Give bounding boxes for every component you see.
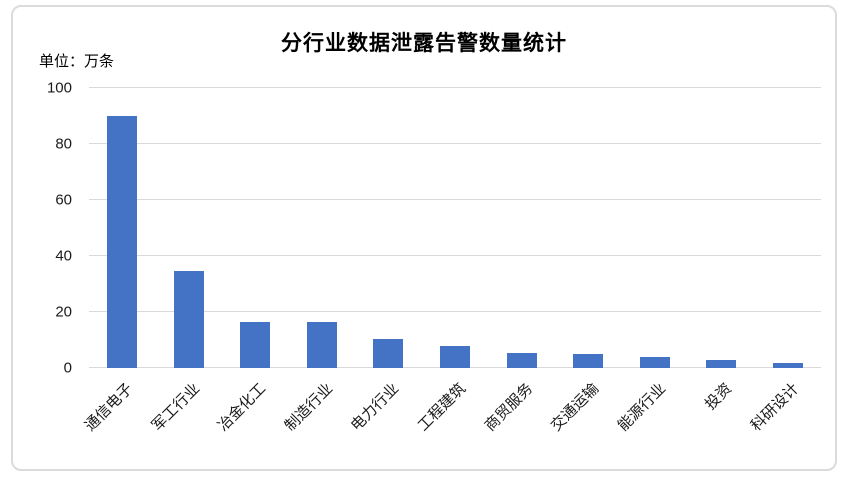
bar-slot <box>688 88 755 368</box>
x-label-电力行业: 电力行业 <box>348 380 403 435</box>
x-label-slot: 交通运输 <box>548 369 622 469</box>
bar-电力行业 <box>373 338 404 368</box>
bar-slot <box>289 88 356 368</box>
x-label-投资: 投资 <box>702 380 736 414</box>
x-label-制造行业: 制造行业 <box>281 380 337 435</box>
bar-slot <box>222 88 289 368</box>
x-label-冶金化工: 冶金化工 <box>215 380 270 435</box>
x-label-工程建筑: 工程建筑 <box>414 380 470 435</box>
x-label-slot: 能源行业 <box>614 369 688 469</box>
y-tick-label: 0 <box>63 359 72 377</box>
gridline <box>89 143 821 144</box>
x-label-通信电子: 通信电子 <box>81 380 137 435</box>
bar-商贸服务 <box>506 352 537 368</box>
bar-交通运输 <box>573 354 604 368</box>
bar-slot <box>621 88 688 368</box>
y-tick-label: 60 <box>55 191 72 209</box>
bar-slot <box>355 88 422 368</box>
y-tick-label: 40 <box>55 247 72 265</box>
x-label-slot: 冶金化工 <box>215 369 289 469</box>
bar-slot <box>422 88 489 368</box>
bar-军工行业 <box>173 271 204 368</box>
x-axis-labels: 通信电子 军工行业 冶金化工 制造行业 电力行业 工程建筑 商贸服务 交通运输 能源行业 投资 科研… <box>82 369 821 469</box>
x-label-slot: 商贸服务 <box>481 369 555 469</box>
x-label-能源行业: 能源行业 <box>614 380 669 435</box>
x-label-slot: 科研设计 <box>747 369 821 469</box>
bar-制造行业 <box>306 321 337 368</box>
gridline <box>89 255 821 256</box>
x-label-科研设计: 科研设计 <box>747 380 802 435</box>
x-label-交通运输: 交通运输 <box>547 380 603 435</box>
y-tick-label: 20 <box>55 303 72 321</box>
y-tick-label: 100 <box>46 79 72 97</box>
bars-container <box>89 88 821 368</box>
y-tick-label: 80 <box>55 135 72 153</box>
chart-title: 分行业数据泄露告警数量统计 <box>281 32 567 55</box>
bar-科研设计 <box>772 363 803 368</box>
gridline <box>89 87 821 88</box>
bar-slot <box>89 88 156 368</box>
bar-冶金化工 <box>240 321 271 368</box>
plot-area: 0 20 40 60 80 100 <box>47 81 821 376</box>
bar-slot <box>555 88 622 368</box>
bar-slot <box>488 88 555 368</box>
x-label-slot: 工程建筑 <box>415 369 489 469</box>
x-label-军工行业: 军工行业 <box>148 380 203 435</box>
bar-能源行业 <box>639 356 670 368</box>
x-label-slot: 电力行业 <box>348 369 422 469</box>
bar-slot <box>754 88 821 368</box>
gridline <box>89 199 821 200</box>
bar-工程建筑 <box>440 345 470 368</box>
gridline <box>89 311 821 312</box>
x-label-slot: 通信电子 <box>82 369 156 469</box>
bar-投资 <box>706 359 737 368</box>
x-label-slot: 投资 <box>688 369 755 469</box>
x-label-商贸服务: 商贸服务 <box>481 380 536 435</box>
bar-通信电子 <box>107 116 138 368</box>
chart-frame: 分行业数据泄露告警数量统计 单位：万条 0 20 40 60 80 100 通信电子 军工行… <box>11 5 837 471</box>
bar-slot <box>156 88 223 368</box>
unit-label: 单位：万条 <box>39 53 115 70</box>
